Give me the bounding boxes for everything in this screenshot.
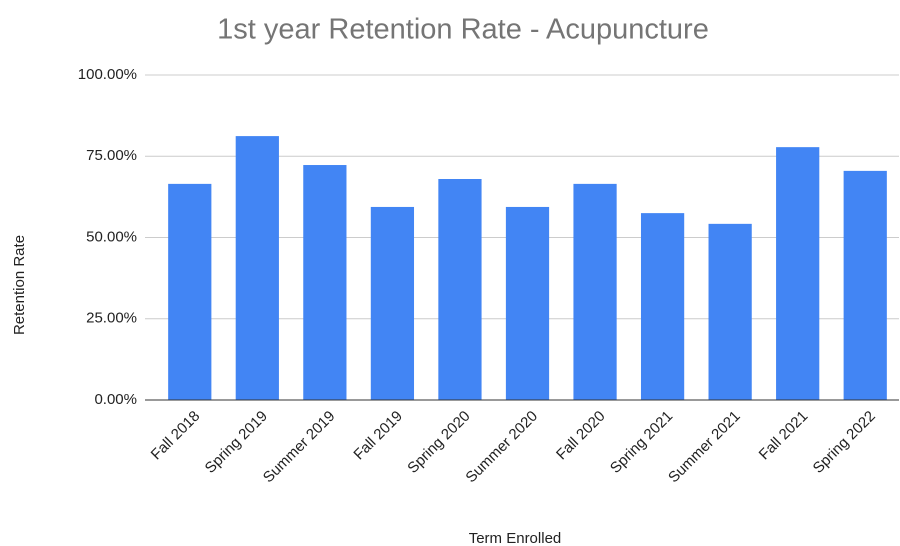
bar [505,206,550,400]
x-tick-label: Summer 2021 [665,408,744,487]
chart-title: 1st year Retention Rate - Acupuncture [217,14,709,46]
x-tick-label: Spring 2021 [607,408,676,477]
y-tick-label: 100.00% [78,66,137,83]
x-tick-label: Spring 2022 [810,408,879,477]
x-tick-label: Spring 2020 [404,408,473,477]
bar [303,165,347,400]
x-tick-label: Fall 2020 [553,408,609,464]
bar [776,147,820,400]
bar [843,170,887,400]
y-tick-label: 25.00% [86,310,137,327]
bar [438,179,482,400]
x-tick-label: Fall 2018 [148,408,204,464]
bar [168,183,212,400]
x-tick-label: Summer 2019 [260,408,339,487]
x-axis-title: Term Enrolled [469,530,562,546]
bar [235,136,279,400]
y-tick-label: 0.00% [94,391,137,408]
bar [640,213,685,400]
bar [708,223,752,400]
x-tick-label: Fall 2019 [350,408,406,464]
y-tick-label: 50.00% [86,228,137,245]
x-tick-label: Summer 2020 [462,408,541,487]
x-tick-label: Spring 2019 [202,408,271,477]
x-tick-label: Fall 2021 [756,408,812,464]
bar [573,183,617,400]
y-tick-label: 75.00% [86,147,137,164]
bar [370,206,415,400]
y-axis-title: Retention Rate [11,235,28,335]
